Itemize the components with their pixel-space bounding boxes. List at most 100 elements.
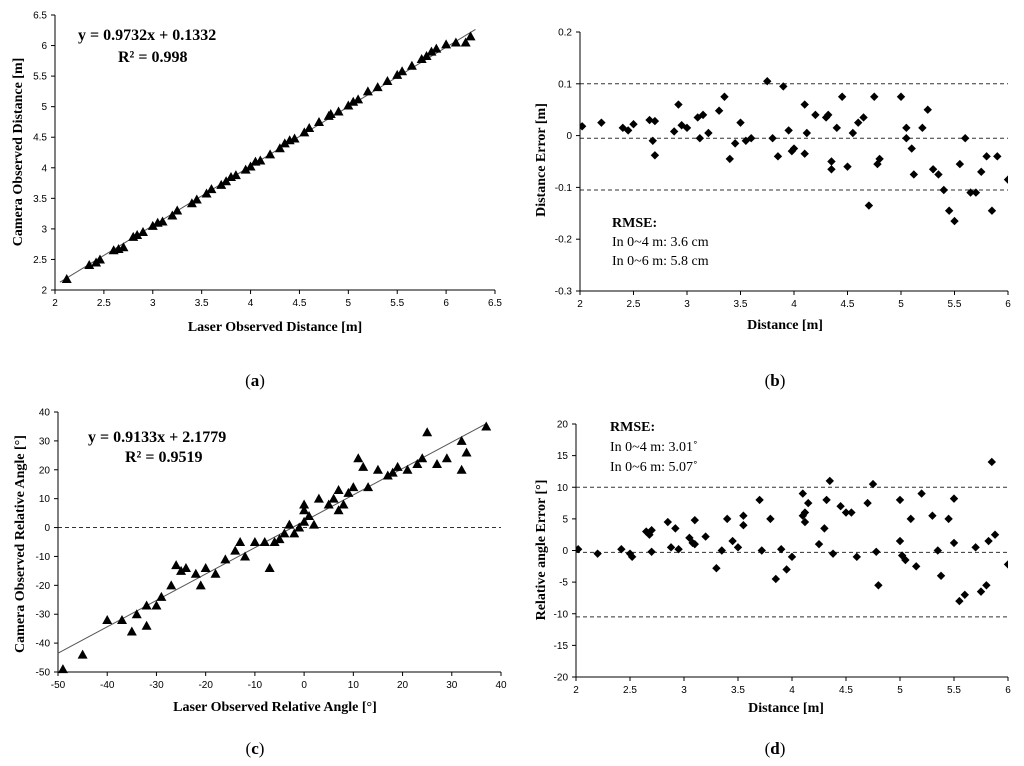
chart-b-data-point	[918, 123, 927, 133]
chart-a-x-tick-label: 6	[443, 298, 449, 309]
chart-b-x-tick-label: 2	[577, 299, 583, 310]
chart-c-x-tick-label: -40	[100, 680, 115, 691]
chart-a-data-point	[382, 76, 393, 85]
chart-b-data-point	[843, 162, 852, 171]
chart-a-data-point	[450, 37, 461, 47]
chart-d-data-point	[690, 515, 699, 525]
chart-a-data-point	[245, 161, 256, 171]
chart-a-data-point	[465, 31, 476, 41]
chart-c-data-point	[116, 615, 127, 624]
chart-d-panel-label: (d)	[765, 739, 786, 758]
chart-b-y-tick-label: 0.2	[558, 28, 572, 39]
chart-d-data-point	[766, 514, 775, 524]
chart-d-data-point	[960, 590, 969, 599]
chart-b-x-tick-label: 3	[684, 299, 690, 310]
chart-b-rmse-6m: In 0~6 m: 5.8 cm	[612, 254, 709, 269]
chart-c-y-tick-label: -50	[36, 668, 51, 679]
chart-d-y-tick-label: 0	[562, 546, 568, 557]
chart-a-data-point	[191, 194, 202, 204]
chart-b-data-point	[800, 100, 809, 109]
chart-d-data-point	[712, 564, 721, 573]
chart-d-data-point	[800, 508, 810, 517]
chart-b-data-point	[950, 216, 959, 226]
chart-a-x-tick-label: 2	[52, 298, 58, 309]
chart-c-data-point	[358, 461, 369, 471]
chart-c-data-point	[387, 467, 398, 477]
chart-a-data-point	[314, 116, 324, 126]
chart-c-data-point	[481, 421, 492, 431]
chart-c-data-point	[353, 453, 364, 463]
chart-a-y-tick-label: 3	[41, 224, 47, 235]
chart-b-data-point	[629, 120, 638, 129]
chart-d-data-point	[787, 552, 797, 562]
chart-d-data-point	[906, 514, 915, 524]
chart-d-data-point	[987, 457, 996, 467]
chart-b-x-tick-label: 5.5	[948, 299, 962, 310]
chart-b-data-point	[695, 133, 705, 143]
chart-c-data-point	[456, 464, 467, 474]
chart-a-data-point	[201, 188, 212, 198]
chart-a-data-point	[186, 198, 197, 208]
chart-c-data-point	[126, 626, 137, 636]
chart-d-data-point	[897, 551, 907, 560]
chart-d-data-point	[949, 494, 959, 503]
chart-a-data-point	[348, 96, 359, 106]
chart-d-data-point	[800, 517, 810, 527]
chart-a-data-point	[167, 210, 178, 220]
chart-d-data-point	[901, 555, 910, 565]
chart-b-data-point	[966, 188, 975, 197]
chart-c-data-point	[220, 554, 231, 564]
chart-d-x-tick-label: 3	[681, 685, 687, 696]
chart-b-data-point	[730, 139, 740, 148]
chart-c-data-point	[230, 545, 241, 555]
chart-a: 2 2.5 3 3.5 4 4.5 5 5.5 6 6.5 2 2.5 3 3.5 4 4.5 5 5.5 6 6.5…	[11, 11, 502, 391]
chart-b-data-point	[907, 144, 916, 153]
chart-c-data-point	[456, 435, 467, 445]
chart-a-data-point	[397, 66, 408, 76]
chart-a-data-point	[333, 106, 344, 116]
chart-b-data-point	[934, 170, 943, 179]
chart-a-data-point	[392, 69, 403, 79]
chart-c-data-point	[328, 493, 339, 503]
chart-c-data-point	[141, 620, 152, 630]
chart-d-data-point	[685, 533, 694, 543]
chart-c-data-point	[210, 568, 221, 578]
chart-d-data-point	[733, 543, 743, 552]
chart-b-data-point	[902, 133, 911, 143]
chart-d-data-point	[627, 552, 637, 562]
chart-c-data-point	[102, 615, 113, 624]
chart-b-data-point	[848, 128, 858, 138]
chart-d-data-point	[593, 549, 602, 558]
chart-d-data-point	[771, 574, 780, 584]
chart-c-data-point	[131, 609, 142, 619]
chart-c-data-point	[422, 427, 433, 437]
chart-b-data-point	[859, 113, 868, 122]
chart-b: 2 2.5 3 3.5 4 4.5 5 5.5 6 0.2 0.1 0 -0.1 -0.2 -0.3 RMS…	[534, 28, 1011, 391]
chart-b-y-label: Distance Error [m]	[534, 103, 549, 217]
chart-c-y-tick-label: -40	[36, 639, 51, 650]
chart-a-data-point	[147, 220, 158, 230]
chart-c-y-tick-label: -10	[36, 552, 51, 563]
chart-a-data-point	[61, 274, 72, 283]
chart-d-data-point	[933, 546, 942, 555]
chart-c-data-point	[274, 534, 285, 544]
chart-c-data-point	[294, 522, 305, 532]
chart-b-data-point	[650, 116, 660, 126]
chart-a-data-point	[240, 164, 251, 174]
chart-c-x-tick-label: -20	[198, 680, 213, 691]
chart-b-data-point	[623, 126, 633, 135]
chart-d-data-point	[798, 489, 807, 498]
chart-b-data-point	[982, 152, 991, 161]
chart-b-x-label: Distance [m]	[747, 318, 823, 333]
chart-d-y-label: Relative angle Error [°]	[534, 480, 549, 621]
chart-d-data-point	[576, 545, 583, 554]
chart-a-x-tick-label: 4.5	[292, 298, 306, 309]
chart-c-x-tick-label: -30	[149, 680, 164, 691]
chart-a-data-point	[304, 123, 315, 133]
chart-b-data-point	[789, 144, 799, 153]
chart-c-data-point	[299, 505, 310, 515]
chart-b-data-point	[870, 92, 879, 101]
chart-d: 2 2.5 3 3.5 4 4.5 5 5.5 6 20 15 10 5 0 -5 -10 -15 -20 RMS…	[534, 420, 1011, 759]
chart-d-data-point	[690, 539, 699, 549]
chart-d-data-point	[971, 543, 980, 552]
